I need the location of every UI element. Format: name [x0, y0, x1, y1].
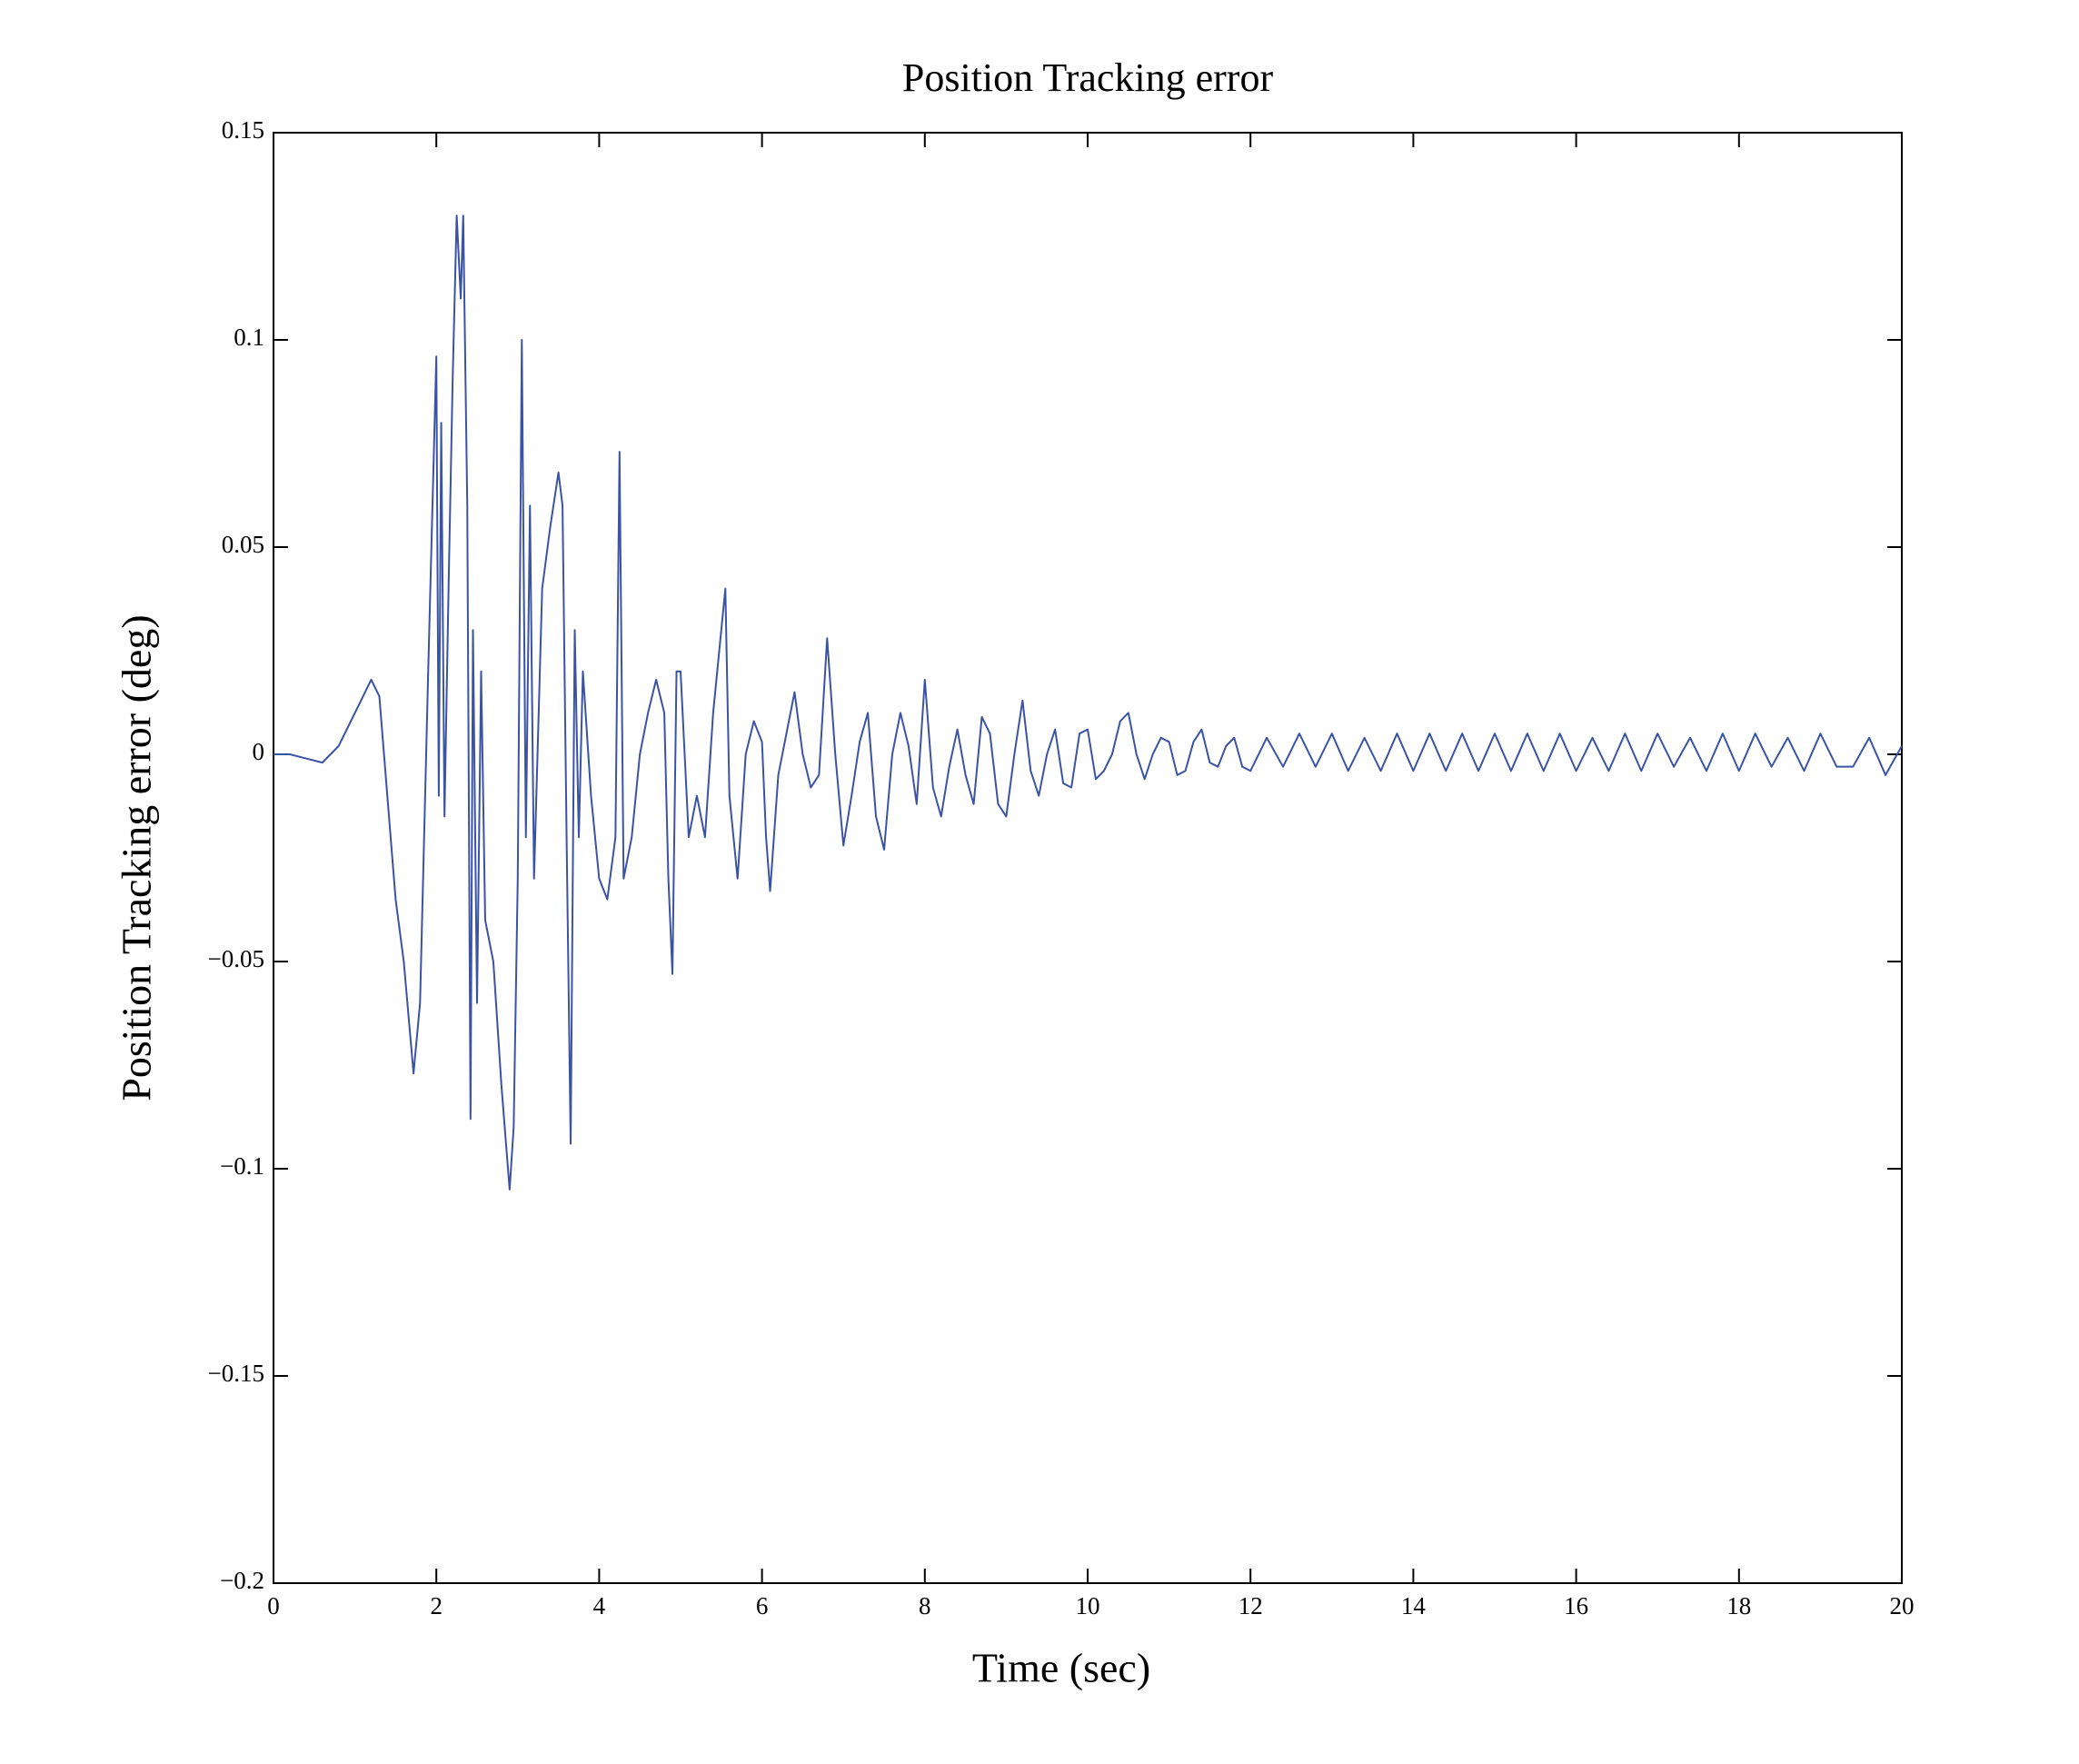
data-line — [274, 214, 1903, 1191]
chart-title: Position Tracking error — [902, 55, 1274, 100]
x-tick-label: 18 — [1726, 1592, 1751, 1619]
y-tick-label: 0.05 — [222, 531, 264, 558]
y-tick-label: 0.15 — [222, 116, 264, 144]
x-tick-label: 20 — [1890, 1592, 1915, 1619]
x-tick-label: 14 — [1401, 1592, 1427, 1619]
x-tick-label: 16 — [1564, 1592, 1588, 1619]
y-tick-label: −0.05 — [208, 945, 264, 972]
y-axis-label: Position Tracking error (deg) — [114, 614, 160, 1101]
y-tick-label: −0.1 — [220, 1152, 264, 1180]
y-tick-label: −0.15 — [208, 1360, 264, 1387]
x-tick-label: 2 — [430, 1592, 443, 1619]
y-tick-label: 0.1 — [234, 324, 264, 351]
x-tick-label: 0 — [267, 1592, 280, 1619]
x-tick-label: 6 — [756, 1592, 769, 1619]
x-tick-label: 8 — [919, 1592, 931, 1619]
x-axis-label: Time (sec) — [972, 1645, 1150, 1691]
x-tick-label: 10 — [1076, 1592, 1100, 1619]
x-tick-label: 12 — [1238, 1592, 1263, 1619]
y-tick-label: 0 — [253, 738, 265, 765]
y-tick-label: −0.2 — [220, 1567, 264, 1594]
x-tick-label: 4 — [593, 1592, 606, 1619]
